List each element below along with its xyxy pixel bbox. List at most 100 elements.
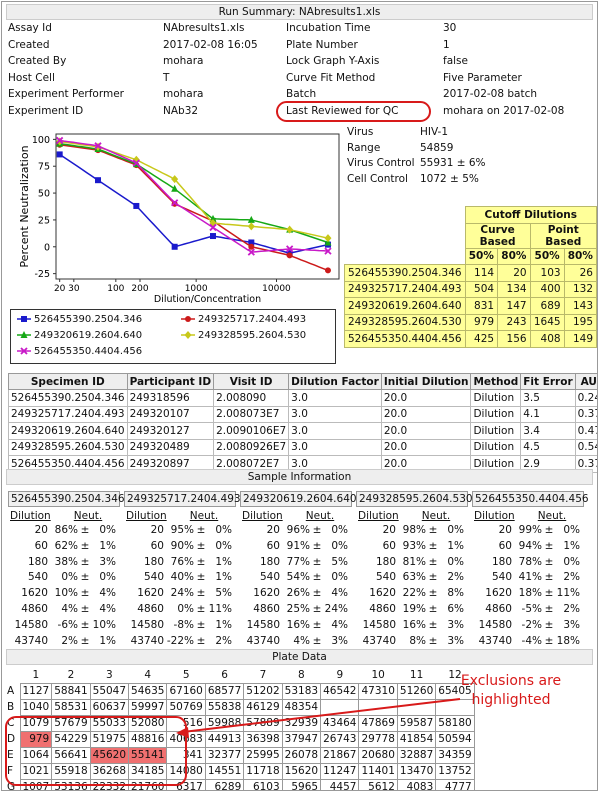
plus-minus: ± — [312, 555, 322, 568]
sample-row: 180 38% ±3% — [8, 555, 120, 571]
sample-row: 14580 -6% ±10% — [8, 618, 120, 634]
dilution-value: 60 — [382, 539, 396, 552]
sample-row: 4860 25% ±24% — [240, 602, 352, 618]
specimen-cell: 0.373 — [574, 405, 597, 423]
table-row: 249320619.2604.640 249320127 2.0090106E7 3.… — [8, 422, 597, 440]
specimen-cell: 20.0 — [380, 422, 472, 440]
sample-row: 1620 26% ±4% — [240, 586, 352, 602]
neut-error: 2% — [563, 571, 580, 584]
plate-well: 5965 — [281, 778, 322, 790]
neut-value: 81% — [402, 555, 426, 568]
plus-minus: ± — [428, 587, 438, 600]
summary-row: Assay Id NAbresults1.xls Incubation Time 30 — [8, 22, 593, 39]
sample-row: 60 94% ±1% — [472, 539, 584, 555]
x-tick-label: 30 — [68, 284, 80, 294]
legend-entry: 249320619.2604.640 — [17, 330, 142, 341]
neut-error: 3% — [99, 555, 116, 568]
run-summary-title: Run Summary: NAbresults1.xls — [6, 4, 593, 20]
data-point — [286, 252, 293, 259]
chart-legend: 526455390.2504.346 249325717.2404.493 2493… — [10, 309, 336, 364]
plus-minus: ± — [196, 618, 206, 631]
dilution-header: Dilution — [126, 510, 167, 522]
dilution-value: 43740 — [362, 634, 396, 647]
neut-error: 5% — [331, 555, 348, 568]
sample-row: 14580 16% ±4% — [240, 618, 352, 634]
plus-minus: ± — [80, 602, 90, 615]
plate-well: 50594 — [435, 730, 475, 748]
plate-well: 5612 — [358, 778, 398, 790]
series-line — [59, 142, 329, 244]
summary-value: mohara — [163, 88, 204, 100]
specimen-cell: 249320489 — [126, 438, 215, 456]
dilution-value: 14580 — [246, 618, 280, 631]
summary-value: 2017-02-08 batch — [443, 88, 538, 100]
specimen-col-header: Specimen ID — [8, 373, 128, 390]
summary-label: Lock Graph Y-Axis — [286, 55, 380, 67]
sample-row: 540 41% ±2% — [472, 570, 584, 586]
neut-value: 41% — [518, 571, 542, 584]
specimen-col-header: AUC — [574, 373, 597, 390]
dilution-value: 180 — [491, 555, 512, 568]
neut-error: 11% — [208, 602, 232, 615]
plus-minus: ± — [544, 602, 554, 615]
neut-error: 0% — [563, 524, 580, 536]
neut-error: 24% — [324, 602, 348, 615]
plate-well: 15620 — [281, 762, 322, 780]
sample-row: 180 78% ±0% — [472, 555, 584, 571]
data-point — [133, 202, 140, 209]
sample-name: 526455390.2504.346 — [8, 491, 125, 507]
legend-marker — [17, 316, 31, 322]
plate-well: 1021 — [19, 762, 53, 780]
plus-minus: ± — [80, 634, 90, 647]
plate-well: 4457 — [320, 778, 360, 790]
plate-well: 34359 — [435, 746, 475, 764]
plate-well: 36398 — [243, 730, 283, 748]
plate-well: 4777 — [435, 778, 475, 790]
neut-value: 18% — [518, 587, 542, 600]
specimen-cell: 0.477 — [574, 422, 597, 440]
y-tick-label: 25 — [38, 215, 50, 226]
legend-marker-shape — [20, 331, 28, 338]
x-tick-label: 200 — [131, 284, 148, 294]
dilution-value: 4860 — [485, 602, 512, 615]
virus-info-label: Cell Control — [347, 172, 408, 185]
sample-row: 4860 19% ±6% — [356, 602, 468, 618]
neut-value: 0% — [177, 602, 194, 615]
plate-well: 43464 — [320, 714, 360, 732]
data-point — [248, 239, 255, 246]
specimen-cell: 249320127 — [126, 422, 215, 440]
series-5 — [56, 136, 332, 256]
dilution-value: 4860 — [137, 602, 164, 615]
sample-name: 249328595.2604.530 — [356, 491, 473, 507]
neut-header: Neut. — [305, 510, 335, 522]
plus-minus: ± — [312, 539, 322, 552]
dilution-value: 1620 — [485, 587, 512, 600]
sample-row: 60 62% ±1% — [8, 539, 120, 555]
summary-value: mohara on 2017-02-08 — [443, 104, 565, 117]
summary-value: 2017-02-08 16:05 — [163, 38, 258, 51]
virus-info-value: HIV-1 — [420, 126, 449, 138]
sample-row: 43740 8% ±3% — [356, 634, 468, 650]
specimen-cell: 2.9 — [520, 455, 576, 473]
neut-error: 0% — [99, 571, 116, 584]
plus-minus: ± — [80, 524, 90, 536]
summary-row: Host Cell T Curve Fit Method Five Parameter — [8, 72, 593, 89]
dilution-value: 180 — [143, 555, 164, 568]
neut-value: -22% — [166, 634, 194, 647]
neut-value: 8% — [409, 634, 426, 647]
plate-well: 11401 — [358, 762, 398, 780]
sample-col-headers: Dilution Neut. — [8, 509, 120, 523]
cutoff-value: 979 — [464, 313, 499, 331]
dilution-value: 43740 — [478, 634, 512, 647]
virus-info-label: Virus Control — [347, 157, 415, 169]
plate-well: 58531 — [51, 698, 91, 716]
plate-well: 34185 — [128, 762, 168, 780]
y-tick-label: 100 — [32, 135, 50, 146]
neut-error: 0% — [215, 524, 232, 536]
dilution-value: 1620 — [253, 587, 280, 600]
neut-value: 91% — [286, 539, 310, 552]
neut-error: 4% — [99, 587, 116, 600]
cutoff-group-header: Point Based — [529, 222, 597, 249]
sample-row: 14580 -2% ±3% — [472, 618, 584, 634]
neut-error: 2% — [215, 634, 232, 647]
